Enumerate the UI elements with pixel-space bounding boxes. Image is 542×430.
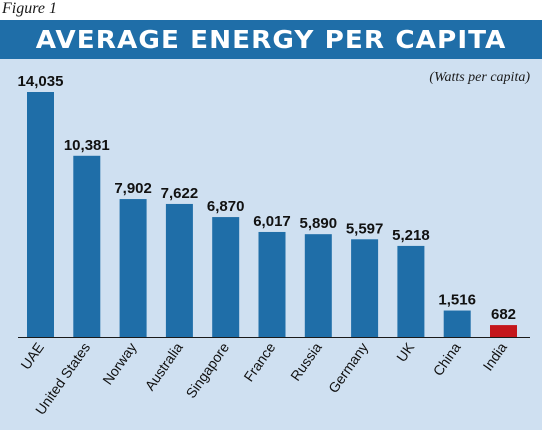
value-label-russia: 5,890 (300, 215, 338, 232)
value-labels-group: 14,035 10,381 7,902 7,622 6,870 6,017 5,890 5,5… (18, 73, 516, 323)
value-label-singapore: 6,870 (207, 198, 245, 215)
bar-india (490, 325, 517, 337)
value-label-uae: 14,035 (18, 73, 64, 90)
chart-title: AVERAGE ENERGY PER CAPITA (35, 25, 507, 54)
figure-label: Figure 1 (2, 0, 57, 17)
value-label-india: 682 (491, 306, 516, 323)
bar-france (258, 231, 286, 337)
category-label-russia: Russia (287, 339, 325, 383)
category-label-uae: UAE (17, 340, 47, 373)
category-label-india: India (479, 339, 510, 373)
value-label-united-states: 10,381 (64, 137, 110, 154)
category-label-germany: Germany (325, 340, 371, 396)
title-bar: AVERAGE ENERGY PER CAPITA (0, 20, 542, 59)
category-label-france: France (240, 339, 278, 384)
bar-china (443, 310, 471, 337)
units-note: (Watts per capita) (429, 70, 530, 85)
value-label-china: 1,516 (438, 292, 476, 309)
value-label-germany: 5,597 (346, 220, 384, 237)
bar-germany (351, 239, 379, 337)
category-label-australia: Australia (142, 339, 186, 393)
category-label-china: China (430, 339, 464, 378)
bars-group (27, 92, 517, 337)
value-label-uk: 5,218 (392, 227, 430, 244)
bar-russia (304, 234, 332, 337)
category-label-uk: UK (393, 339, 418, 365)
bar-uk (397, 245, 425, 337)
category-label-norway: Norway (99, 340, 139, 388)
category-label-singapore: Singapore (182, 339, 232, 401)
value-label-australia: 7,622 (161, 185, 199, 202)
bar-norway (119, 199, 147, 337)
bar-united-states (73, 155, 101, 337)
bar-uae (27, 92, 54, 337)
bar-singapore (212, 217, 240, 337)
value-label-norway: 7,902 (114, 180, 152, 197)
bar-australia (165, 203, 193, 337)
value-label-france: 6,017 (253, 213, 291, 230)
